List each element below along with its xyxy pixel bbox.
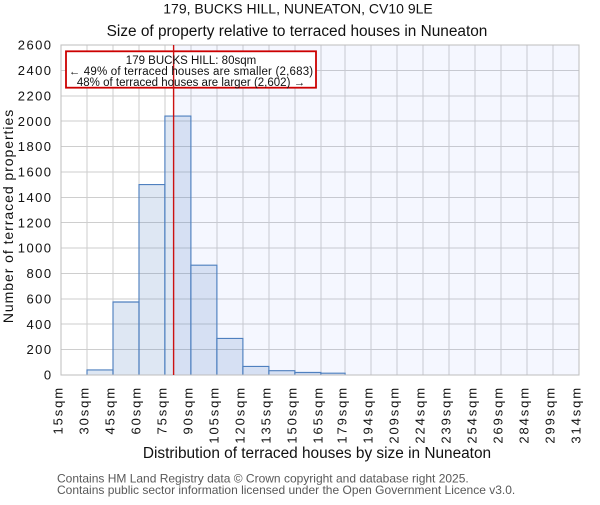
- svg-text:200: 200: [26, 342, 52, 357]
- svg-text:1000: 1000: [18, 241, 53, 256]
- svg-text:179 BUCKS HILL: 80sqm: 179 BUCKS HILL: 80sqm: [126, 55, 256, 67]
- svg-text:150sqm: 150sqm: [284, 386, 299, 444]
- svg-text:284sqm: 284sqm: [517, 386, 532, 444]
- svg-text:179, BUCKS HILL, NUNEATON, CV1: 179, BUCKS HILL, NUNEATON, CV10 9LE: [163, 1, 432, 17]
- svg-text:← 49% of terraced houses are s: ← 49% of terraced houses are smaller (2,…: [69, 66, 314, 78]
- svg-text:Number of terraced properties: Number of terraced properties: [0, 109, 16, 323]
- svg-text:60sqm: 60sqm: [129, 386, 144, 435]
- svg-text:2400: 2400: [18, 63, 53, 78]
- svg-text:Size of property relative to t: Size of property relative to terraced ho…: [107, 23, 488, 40]
- svg-text:1200: 1200: [18, 215, 53, 230]
- svg-text:45sqm: 45sqm: [103, 386, 118, 435]
- svg-text:75sqm: 75sqm: [154, 386, 169, 435]
- svg-text:209sqm: 209sqm: [387, 386, 402, 444]
- svg-text:400: 400: [26, 317, 52, 332]
- svg-text:269sqm: 269sqm: [491, 386, 506, 444]
- svg-text:179sqm: 179sqm: [335, 386, 350, 444]
- svg-text:314sqm: 314sqm: [569, 386, 584, 444]
- svg-text:194sqm: 194sqm: [361, 386, 376, 444]
- svg-text:2600: 2600: [18, 38, 53, 53]
- svg-text:15sqm: 15sqm: [51, 386, 66, 435]
- svg-text:1400: 1400: [18, 190, 53, 205]
- svg-text:2000: 2000: [18, 114, 53, 129]
- svg-text:299sqm: 299sqm: [543, 386, 558, 444]
- svg-text:135sqm: 135sqm: [258, 386, 273, 444]
- svg-text:2200: 2200: [18, 88, 53, 103]
- svg-text:Contains HM Land Registry data: Contains HM Land Registry data © Crown c…: [57, 472, 469, 486]
- svg-text:105sqm: 105sqm: [206, 386, 221, 444]
- svg-text:239sqm: 239sqm: [439, 386, 454, 444]
- svg-text:165sqm: 165sqm: [310, 386, 325, 444]
- svg-text:254sqm: 254sqm: [465, 386, 480, 444]
- svg-text:800: 800: [26, 266, 52, 281]
- svg-text:Distribution of terraced house: Distribution of terraced houses by size …: [143, 445, 491, 462]
- svg-text:48% of terraced houses are lar: 48% of terraced houses are larger (2,602…: [77, 77, 305, 89]
- svg-text:0: 0: [44, 368, 53, 383]
- svg-text:224sqm: 224sqm: [413, 386, 428, 444]
- svg-text:Contains public sector informa: Contains public sector information licen…: [57, 483, 515, 497]
- svg-text:30sqm: 30sqm: [77, 386, 92, 435]
- svg-text:600: 600: [26, 291, 52, 306]
- svg-text:1800: 1800: [18, 139, 53, 154]
- svg-text:1600: 1600: [18, 165, 53, 180]
- svg-text:120sqm: 120sqm: [232, 386, 247, 444]
- svg-text:90sqm: 90sqm: [180, 386, 195, 435]
